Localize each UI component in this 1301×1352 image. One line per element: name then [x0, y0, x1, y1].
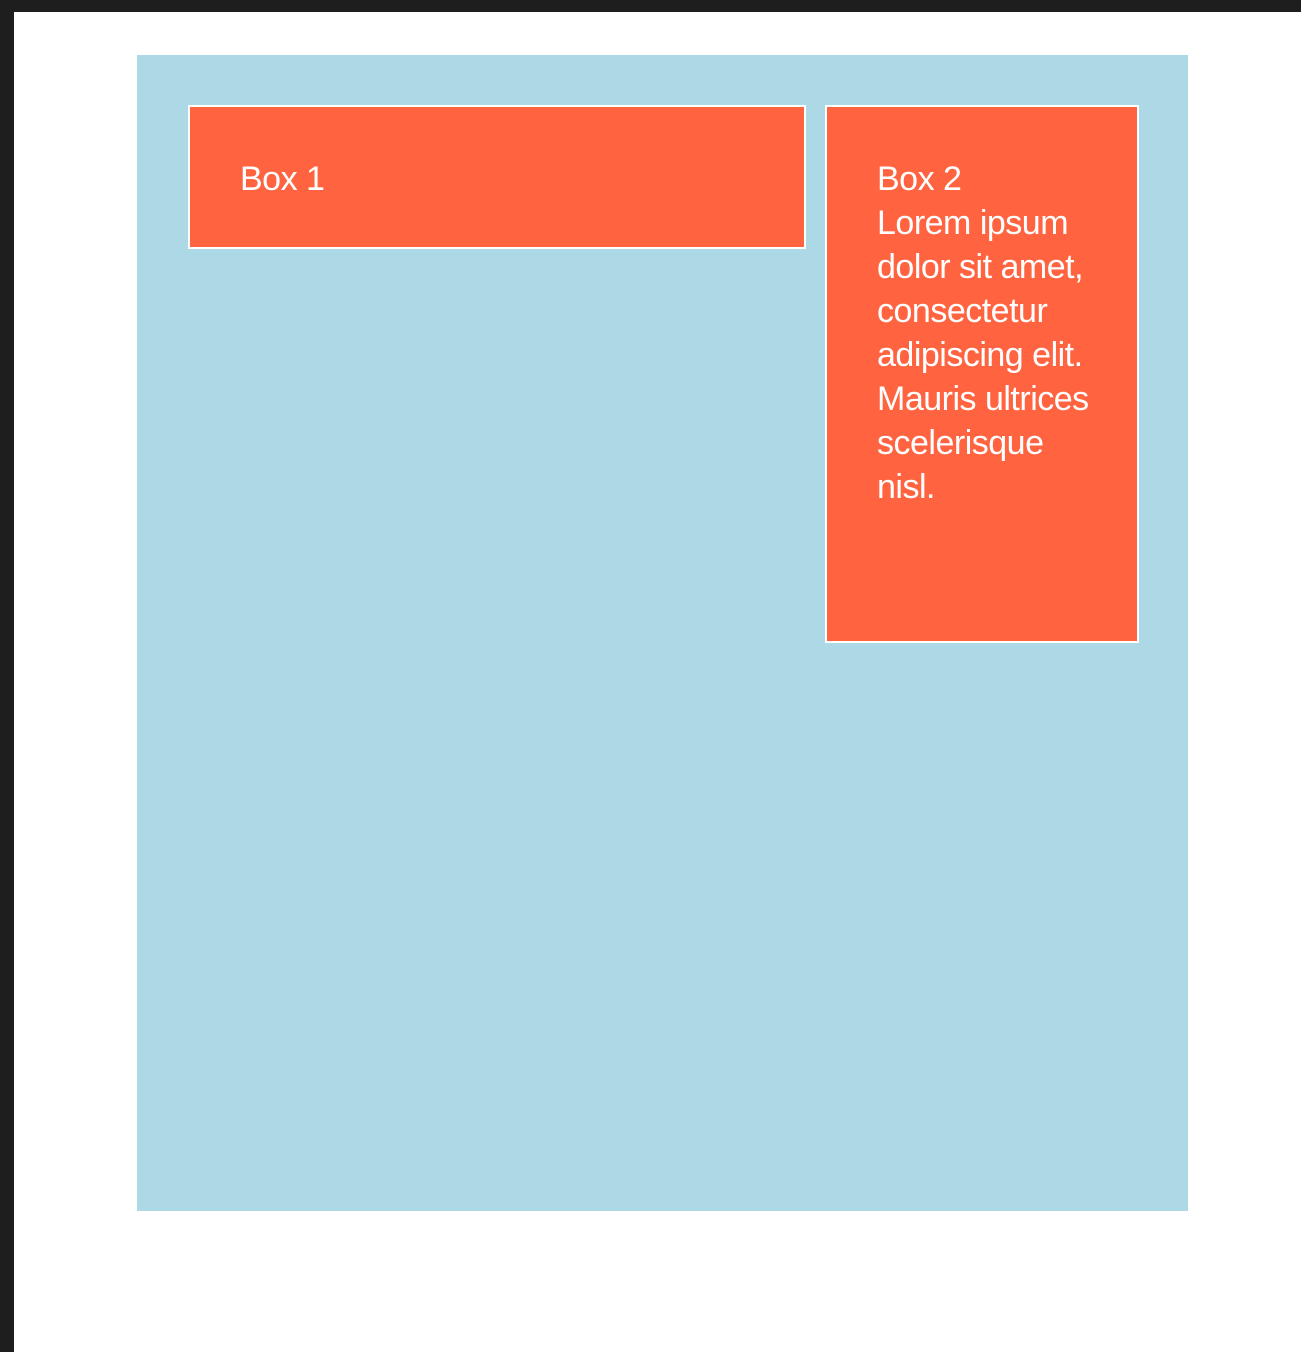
window-left-edge: [0, 0, 14, 1352]
box-2: Box 2 Lorem ipsum dolor sit amet, consec…: [825, 105, 1139, 643]
box-1: Box 1: [188, 105, 806, 249]
box-2-body: Lorem ipsum dolor sit amet, consectetur …: [877, 204, 1089, 506]
window-top-bar: [0, 0, 1301, 12]
page-viewport: Box 1 Box 2 Lorem ipsum dolor sit amet, …: [14, 12, 1301, 1352]
flex-container: Box 1 Box 2 Lorem ipsum dolor sit amet, …: [137, 55, 1188, 1211]
box-2-title: Box 2: [877, 160, 962, 198]
box-1-title: Box 1: [240, 160, 325, 198]
